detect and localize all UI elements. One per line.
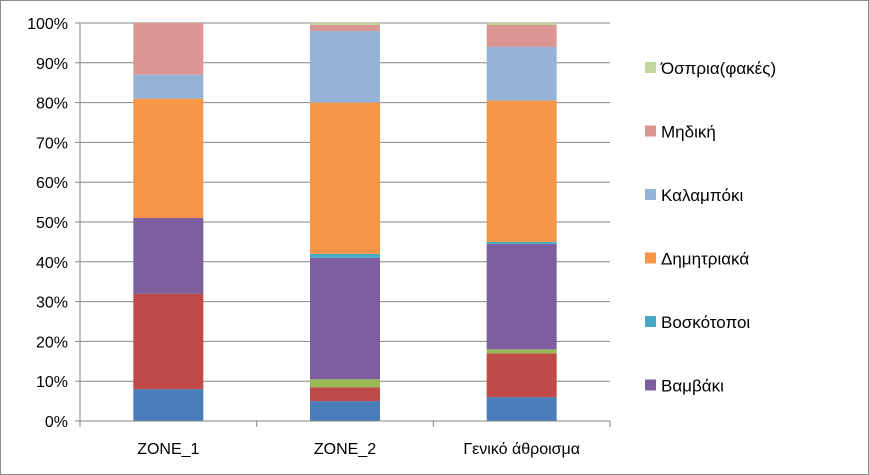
bar-segment: [310, 24, 380, 31]
y-tick-label: 80%: [36, 96, 68, 113]
bar-segment: [486, 24, 557, 47]
legend-label: Μηδική: [661, 123, 716, 142]
bar-segment: [133, 389, 204, 421]
bar-segment: [133, 293, 204, 390]
y-tick-label: 20%: [36, 334, 68, 351]
legend-swatch: [645, 62, 656, 73]
legend-label: Όσπρια(φακές): [660, 59, 776, 78]
bar-segment: [310, 253, 380, 258]
y-tick-labels: 0% 10% 20% 30% 40% 50% 60% 70% 80% 90% 100%: [27, 16, 68, 431]
legend-label: Βαμβάκι: [661, 377, 724, 396]
bar-segment: [486, 353, 557, 398]
bar-segment: [133, 74, 204, 99]
bar-segment: [310, 257, 380, 380]
x-tick-labels: ZONE_1 ZONE_2 Γενικό άθροισμα: [137, 441, 580, 458]
legend: Όσπρια(φακές) Μηδική Καλαμπόκι Δημητριακά Βο…: [645, 59, 776, 396]
legend-swatch: [645, 252, 656, 264]
bar-segment: [486, 243, 557, 350]
bar-segment: [310, 23, 380, 25]
bar-segment: [486, 23, 557, 25]
y-tick-label: 70%: [36, 135, 68, 152]
bar-stacks: [133, 23, 557, 421]
legend-label: Βοσκότοποι: [661, 313, 750, 332]
bar-segment: [133, 23, 204, 75]
y-tick-label: 40%: [36, 255, 68, 272]
x-tick-label: ZONE_2: [314, 441, 376, 458]
y-tick-label: 50%: [36, 215, 68, 232]
bar-segment: [133, 218, 204, 294]
bar-segment: [486, 397, 557, 421]
bar-segment: [310, 379, 380, 388]
y-tick-label: 0%: [45, 414, 68, 431]
bar-segment: [133, 98, 204, 219]
bar-segment: [486, 100, 557, 242]
bar-segment: [310, 102, 380, 254]
legend-swatch: [645, 189, 656, 200]
legend-swatch: [645, 379, 656, 391]
legend-swatch: [645, 125, 656, 137]
x-tick-label: ZONE_1: [137, 441, 199, 458]
axes: [75, 22, 611, 427]
bar-segment: [310, 401, 380, 421]
y-tick-label: 90%: [36, 56, 68, 73]
legend-label: Δημητριακά: [661, 250, 749, 269]
bar-segment: [310, 387, 380, 402]
legend-label: Καλαμπόκι: [661, 186, 744, 205]
y-tick-label: 10%: [36, 374, 68, 391]
bar-segment: [486, 241, 557, 244]
bar-segment: [486, 349, 557, 354]
y-tick-label: 100%: [27, 16, 68, 33]
y-tick-label: 30%: [36, 295, 68, 312]
bar-segment: [310, 30, 380, 103]
bar-segment: [486, 46, 557, 101]
legend-swatch: [645, 316, 656, 327]
y-tick-label: 60%: [36, 175, 68, 192]
x-tick-label: Γενικό άθροισμα: [463, 441, 580, 458]
